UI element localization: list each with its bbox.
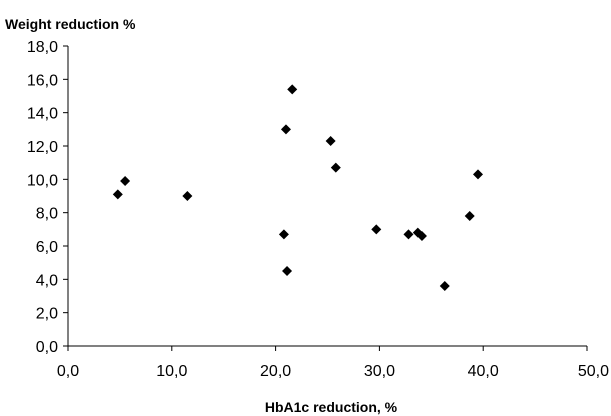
y-tick-label: 2,0 [36,306,58,323]
data-point [120,176,131,186]
x-tick-label: 20,0 [260,363,291,380]
data-point [439,281,450,291]
data-points [112,84,484,291]
y-tick-label: 8,0 [36,206,58,223]
y-tick-label: 10,0 [27,172,58,189]
y-tick-label: 18,0 [27,39,58,56]
x-axis-title: HbA1c reduction, % [265,399,398,415]
x-tick-label: 30,0 [364,363,395,380]
x-tick-label: 0,0 [57,363,79,380]
y-tick-label: 16,0 [27,72,58,89]
data-point [473,169,484,180]
x-tick-label: 40,0 [468,363,499,380]
data-point [278,229,289,240]
data-point [464,211,475,221]
x-axis: 0,0 10,0 20,0 30,0 40,0 50,0 [57,346,609,380]
data-point [330,162,341,173]
x-tick-label: 10,0 [156,363,187,380]
data-point [371,224,382,235]
data-point [325,136,336,146]
y-tick-label: 6,0 [36,239,58,256]
data-point [280,124,291,135]
y-axis: 0,0 2,0 4,0 6,0 8,0 10,0 12,0 14,0 16,0 18,0 [27,39,68,356]
y-tick-label: 14,0 [27,106,58,123]
data-point [282,266,293,276]
y-tick-label: 12,0 [27,139,58,156]
data-point [287,84,298,95]
data-point [112,189,123,200]
y-tick-label: 0,0 [36,339,58,356]
data-point [416,231,427,241]
y-axis-title: Weight reduction % [5,16,136,32]
data-point [403,229,414,240]
y-tick-label: 4,0 [36,272,58,289]
x-tick-label: 50,0 [578,363,609,380]
data-point [182,191,193,201]
